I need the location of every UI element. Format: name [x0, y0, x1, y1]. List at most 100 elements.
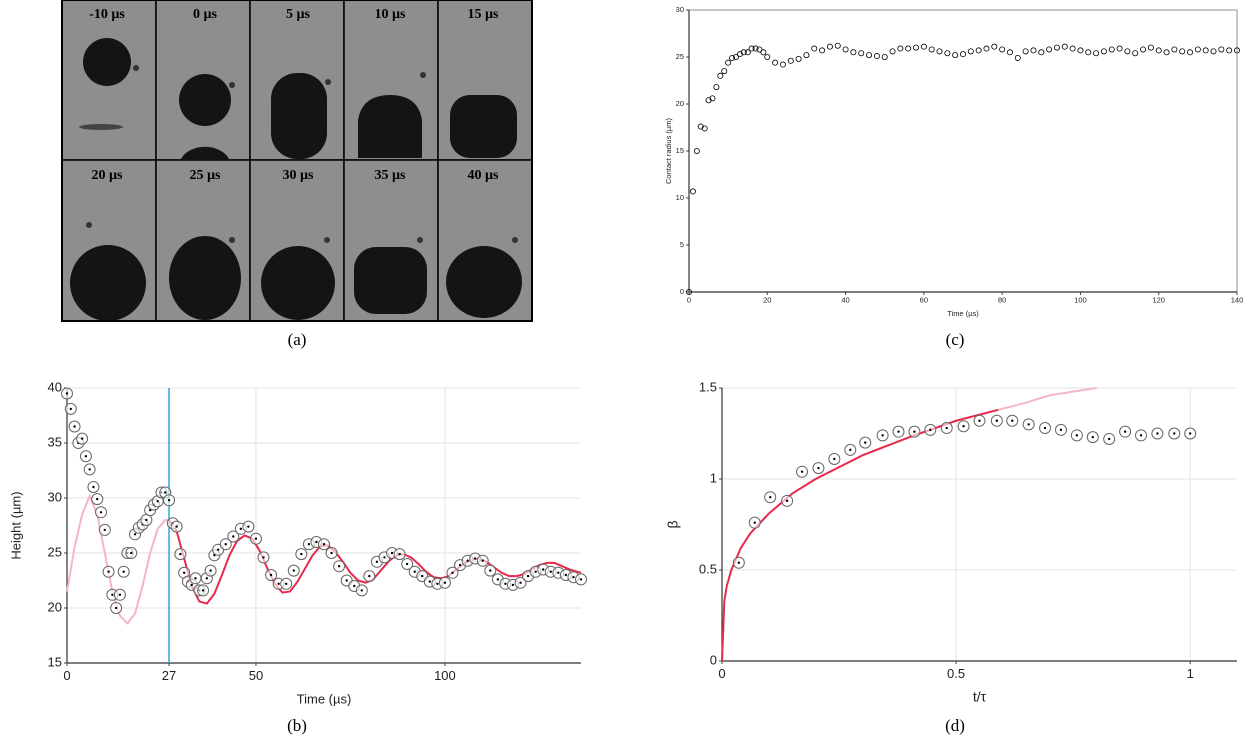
speck: [420, 72, 426, 78]
data-point: [873, 53, 880, 60]
data-point: [689, 188, 696, 195]
frame-label: 10 µs: [374, 7, 406, 22]
x-tick-label: 0: [687, 296, 691, 305]
x-tick-label: 50: [249, 668, 263, 683]
droplet: [70, 245, 146, 321]
frame-label: 35 µs: [374, 168, 406, 183]
data-point-center: [753, 521, 756, 524]
data-point-center: [466, 559, 469, 562]
y-tick-label: 40: [48, 379, 62, 394]
data-point: [772, 59, 779, 66]
y-tick-label: 10: [676, 193, 684, 202]
data-point-center: [216, 548, 220, 551]
data-point-center: [201, 589, 205, 592]
data-point: [1053, 44, 1060, 51]
data-point: [1022, 48, 1029, 55]
data-point: [1069, 45, 1076, 52]
data-point: [1202, 47, 1209, 54]
y-tick-label: 30: [676, 5, 684, 14]
data-point: [1163, 49, 1170, 56]
y-tick-label: 1: [710, 470, 717, 485]
data-point-center: [398, 552, 401, 556]
data-point-center: [1156, 432, 1159, 435]
data-point-center: [96, 497, 99, 501]
x-tick-label: 1: [1187, 666, 1194, 681]
data-point-center: [785, 499, 789, 503]
data-point: [701, 125, 708, 132]
data-point: [952, 52, 959, 59]
data-point: [760, 49, 767, 56]
data-point: [975, 47, 982, 54]
data-point: [744, 49, 751, 56]
data-point-center: [504, 582, 507, 585]
data-point-center: [428, 580, 432, 583]
data-point-center: [1027, 423, 1030, 426]
speck: [417, 237, 423, 243]
data-point-center: [897, 430, 900, 433]
y-tick-label: 30: [48, 489, 62, 504]
image-panel: -10 µs 0 µs 5 µs 10 µs 15 µs 20 µs 25 µs…: [61, 0, 533, 349]
x-tick-label: 0: [63, 668, 70, 683]
data-point: [1014, 54, 1021, 61]
data-point-center: [962, 425, 965, 428]
data-point-center: [383, 556, 386, 559]
data-point-center: [322, 543, 326, 546]
data-point: [697, 123, 704, 130]
data-point: [858, 50, 865, 57]
y-tick-label: 15: [676, 146, 684, 155]
y-tick-label: 0: [710, 652, 717, 667]
data-point: [725, 59, 732, 66]
frame-label: 0 µs: [193, 7, 218, 22]
data-point-center: [69, 407, 72, 411]
x-tick-label: 60: [920, 296, 928, 305]
droplet: [450, 95, 517, 158]
data-point: [889, 48, 896, 55]
data-point-center: [307, 543, 311, 546]
data-point-center: [800, 470, 804, 473]
data-point: [1061, 43, 1068, 50]
data-point-center: [1091, 435, 1095, 439]
data-point: [787, 57, 794, 64]
data-point-center: [190, 583, 193, 587]
y-axis-label: Contact radius (µm): [664, 117, 673, 184]
data-point-center: [239, 527, 243, 530]
caption: (c): [946, 330, 965, 349]
x-tick-label: 0: [718, 666, 725, 681]
frame-label: 15 µs: [467, 7, 499, 22]
data-point-center: [564, 573, 568, 577]
droplet: [446, 246, 522, 318]
data-point-center: [1075, 434, 1079, 437]
data-point-center: [167, 499, 171, 502]
data-point: [1116, 45, 1123, 52]
frame-label: 40 µs: [467, 168, 499, 183]
data-point: [795, 55, 802, 62]
data-point: [936, 48, 943, 55]
data-point: [960, 51, 967, 58]
data-point-center: [277, 582, 280, 585]
data-point: [905, 45, 912, 52]
data-point: [967, 48, 974, 55]
y-tick-label: 35: [48, 434, 62, 449]
data-point-center: [254, 537, 258, 540]
plot-frame: [688, 9, 1238, 293]
data-point-center: [458, 563, 462, 567]
data-point-center: [769, 496, 772, 499]
x-tick-label: 100: [1074, 296, 1087, 305]
droplet: [179, 74, 231, 126]
data-point-center: [929, 428, 932, 432]
droplet: [354, 247, 427, 314]
data-point-center: [88, 468, 91, 471]
data-point: [748, 45, 755, 52]
data-point-center: [247, 525, 250, 528]
data-point-center: [390, 551, 394, 555]
data-point-center: [194, 577, 197, 580]
data-point-center: [130, 551, 133, 555]
y-tick-label: 0.5: [699, 561, 717, 576]
chart: 0 20 40 60 80 100 120 140 0 5 10 15 20 25 30 Time (µs) C…: [664, 5, 1243, 349]
data-point-center: [817, 466, 820, 470]
y-tick-label: 1.5: [699, 379, 717, 394]
data-point-center: [1123, 430, 1127, 433]
speck: [229, 82, 235, 88]
data-point: [928, 46, 935, 53]
data-point-center: [73, 425, 76, 428]
